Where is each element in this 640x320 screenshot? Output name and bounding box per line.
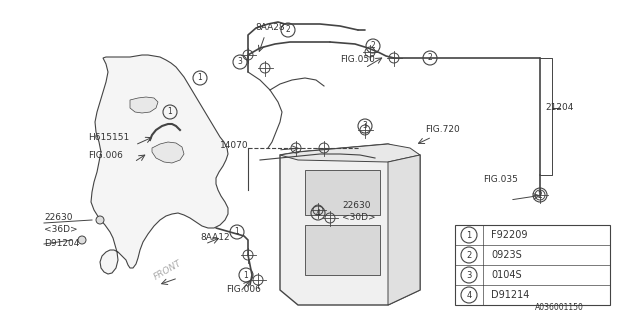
- Text: 8AA12: 8AA12: [200, 234, 230, 243]
- Text: 0104S: 0104S: [491, 270, 522, 280]
- Text: 1: 1: [467, 230, 472, 239]
- Text: FIG.035: FIG.035: [483, 175, 518, 185]
- Text: A036001150: A036001150: [535, 303, 584, 313]
- Text: 1: 1: [168, 108, 172, 116]
- Text: <36D>: <36D>: [44, 226, 77, 235]
- Text: FIG.050: FIG.050: [340, 55, 375, 65]
- Text: FIG.006: FIG.006: [226, 285, 261, 294]
- Text: H615151: H615151: [88, 133, 129, 142]
- Text: 1: 1: [235, 228, 239, 236]
- Text: 21204: 21204: [545, 103, 573, 113]
- Text: 22630: 22630: [342, 201, 371, 210]
- Text: 2: 2: [428, 53, 433, 62]
- Text: 3: 3: [467, 270, 472, 279]
- Text: 14070: 14070: [220, 140, 248, 149]
- Polygon shape: [388, 155, 420, 305]
- Text: FRONT: FRONT: [152, 259, 184, 282]
- Polygon shape: [91, 55, 228, 274]
- Bar: [455, 225, 610, 305]
- Polygon shape: [152, 142, 184, 163]
- Polygon shape: [130, 97, 158, 113]
- Text: 8AA28: 8AA28: [255, 23, 285, 33]
- Text: 1: 1: [244, 270, 248, 279]
- Text: FIG.720: FIG.720: [425, 125, 460, 134]
- Text: 3: 3: [237, 58, 243, 67]
- Text: 3: 3: [363, 122, 367, 131]
- Circle shape: [78, 236, 86, 244]
- Text: 4: 4: [316, 209, 321, 218]
- Polygon shape: [305, 225, 380, 275]
- Text: 22630: 22630: [44, 213, 72, 222]
- Text: FIG.006: FIG.006: [88, 150, 123, 159]
- Text: 0923S: 0923S: [491, 250, 522, 260]
- Polygon shape: [305, 170, 380, 215]
- Text: 1: 1: [198, 74, 202, 83]
- Circle shape: [96, 216, 104, 224]
- Text: 2: 2: [467, 251, 472, 260]
- Text: 2: 2: [285, 26, 291, 35]
- Text: 2: 2: [538, 190, 542, 199]
- Polygon shape: [280, 144, 420, 305]
- Text: D91204: D91204: [44, 239, 79, 249]
- Text: 4: 4: [467, 291, 472, 300]
- Text: F92209: F92209: [491, 230, 527, 240]
- Text: <30D>: <30D>: [342, 212, 376, 221]
- Text: 2: 2: [371, 42, 376, 51]
- Text: D91214: D91214: [491, 290, 529, 300]
- Polygon shape: [280, 144, 420, 162]
